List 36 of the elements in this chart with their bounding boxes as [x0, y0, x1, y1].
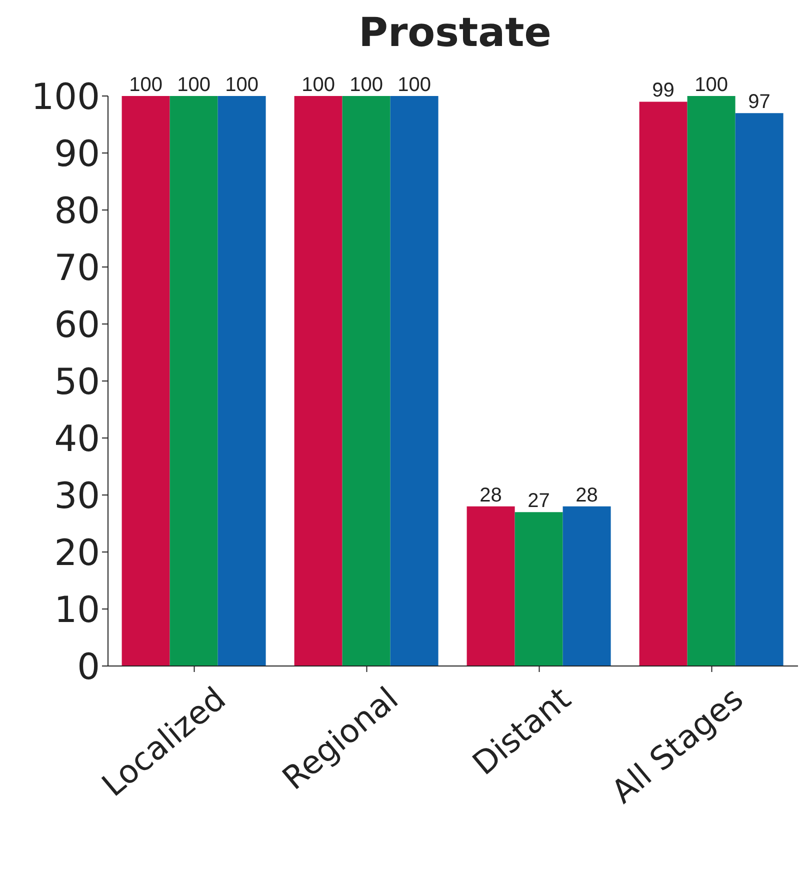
bar: [170, 96, 218, 666]
y-tick-label: 90: [54, 134, 100, 175]
bar: [218, 96, 266, 666]
data-label: 100: [177, 74, 210, 96]
y-tick-label: 70: [54, 248, 100, 289]
bar: [514, 512, 563, 666]
bar: [342, 96, 390, 666]
y-tick-label: 60: [54, 304, 100, 346]
y-tick-label: 100: [31, 76, 100, 118]
bar: [687, 96, 736, 666]
data-label: 100: [302, 74, 335, 96]
y-tick-label: 30: [54, 476, 100, 517]
bar: [639, 102, 688, 666]
bar: [735, 113, 784, 666]
data-label: 100: [129, 74, 162, 96]
y-tick-label: 0: [77, 646, 100, 688]
y-tick-label: 10: [54, 590, 100, 631]
data-label: 100: [694, 74, 728, 96]
data-label: 27: [528, 490, 550, 512]
chart-title: Prostate: [358, 10, 552, 56]
y-tick-label: 80: [54, 190, 100, 232]
bar: [466, 506, 515, 666]
data-label: 28: [576, 484, 598, 506]
bar: [390, 96, 438, 666]
data-label: 100: [225, 74, 258, 96]
data-label: 100: [350, 74, 383, 96]
data-label: 99: [652, 80, 674, 102]
y-tick-label: 40: [54, 418, 100, 460]
bar: [562, 506, 611, 666]
data-label: 28: [480, 484, 502, 506]
y-tick-label: 20: [54, 532, 100, 574]
bar: [294, 96, 342, 666]
bar: [122, 96, 170, 666]
y-tick-label: 50: [54, 362, 100, 403]
data-label: 97: [748, 91, 770, 114]
data-label: 100: [398, 74, 431, 96]
